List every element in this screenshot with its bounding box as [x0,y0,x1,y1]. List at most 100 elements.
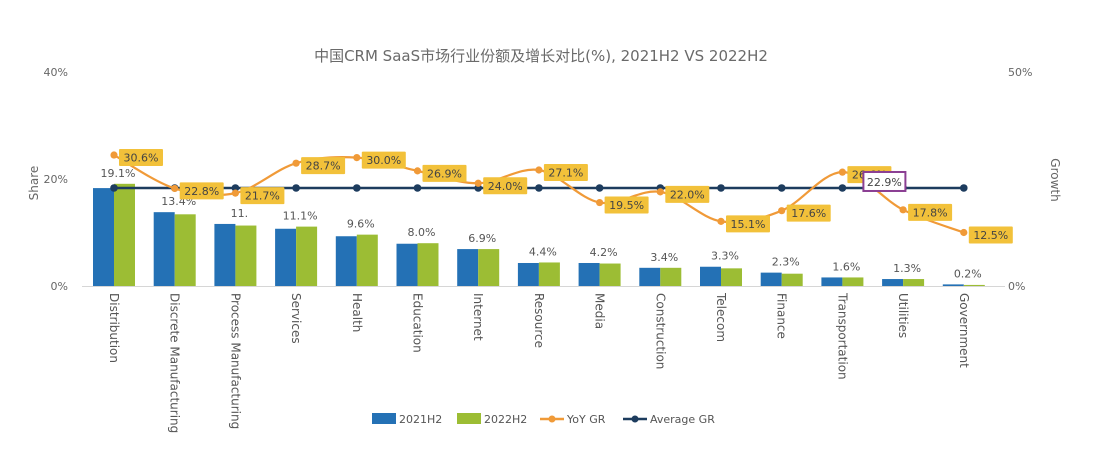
category-label: Finance [775,293,789,339]
category-label: Government [957,293,971,368]
bar-2022h2 [356,234,378,286]
growth-data-label: 30.0% [361,151,406,169]
yoy-gr-point [292,159,300,167]
bar-2022h2 [781,273,803,286]
average-gr-point [413,184,422,192]
category-label: Utilities [896,293,910,338]
right-axis-title: Growth [1048,158,1062,201]
bar-2021h2 [214,223,236,286]
bar-2021h2 [517,262,539,286]
average-gr-point [110,184,118,192]
growth-labels: 30.6% 22.8% 21.7% 28.7% 30.0% 26.9% 24.0% 27.1%… [119,149,1013,244]
growth-label-text: 30.6% [124,152,159,165]
growth-label-box [726,215,770,233]
bar-2022h2 [599,263,621,286]
bar-2022h2 [114,183,135,286]
average-gr-point [535,184,543,192]
average-gr-point [292,184,300,192]
legend-swatch [372,413,396,424]
category-label: Education [411,293,425,353]
yoy-gr-point [231,189,239,197]
growth-data-label: 28.7% [301,157,346,175]
average-gr-series [110,184,968,192]
growth-data-label: 21.7% [240,187,285,205]
yoy-gr-point [353,154,361,162]
right-axis-ticks: 0% 50% [1008,66,1032,293]
growth-label-text: 17.6% [791,207,826,220]
chart-title: 中国CRM SaaS市场行业份额及增长对比(%), 2021H2 VS 2022… [314,47,768,65]
yoy-gr-point [656,188,664,196]
average-gr-point [717,184,725,192]
bar-2021h2 [153,212,175,286]
growth-data-label: 19.5% [604,196,649,214]
average-gr-point [231,184,240,192]
growth-data-label: 22.8% [179,182,224,200]
bar-2021h2 [335,236,357,286]
bar-2022h2 [538,262,560,286]
share-data-label: 4.2% [590,246,618,259]
yoy-gr-point [717,217,725,225]
legend-item: YoY GR [540,413,606,426]
legend-item: 2021H2 [372,413,442,426]
bar-2022h2 [903,279,925,286]
growth-data-label: 15.1% [726,215,770,233]
legend-marker [548,415,556,423]
left-axis-title: Share [27,166,41,201]
legend-label: 2022H2 [484,413,527,426]
legend-swatch [457,413,481,424]
average-gr-point [838,184,847,192]
share-data-label: 8.0% [408,226,436,239]
growth-label-text: 21.7% [245,190,280,203]
category-label: Telecom [714,292,728,342]
growth-data-label: 12.5% [968,226,1013,244]
growth-data-label: 22.0% [665,185,710,203]
category-label: Resource [532,293,546,348]
yoy-gr-point [899,206,907,214]
legend-item: 2022H2 [457,413,527,426]
left-axis-ticks: 0% 20% 40% [44,66,68,293]
bar-2022h2 [296,226,318,286]
share-data-label: 3.4% [650,251,678,264]
share-data-label: 6.9% [468,232,496,245]
category-label: Discrete Manufacturing [168,293,182,433]
yoy-gr-point [413,167,422,175]
bar-series [93,183,985,286]
growth-label-box [908,203,953,221]
legend-label: 2021H2 [399,413,442,426]
growth-label-text: 22.8% [184,185,219,198]
average-gr-point [960,184,968,192]
bar-2021h2 [457,249,479,286]
category-label: Media [593,293,607,329]
share-labels: 19.1%13.4%11. 11.1%9.6%8.0% 6.9%4.4% 4.2% 3.… [101,167,982,281]
growth-label-box [179,182,224,200]
share-data-label: 11.1% [283,210,318,223]
left-tick-label: 0% [51,280,68,293]
right-tick-label: 0% [1008,280,1025,293]
yoy-gr-point [778,207,786,215]
bar-2021h2 [700,266,721,286]
growth-label-box [422,164,467,182]
growth-label-text: 19.5% [609,199,644,212]
yoy-gr-point [838,168,847,176]
bar-2022h2 [417,243,439,286]
average-label-text: 22.9% [867,176,902,189]
growth-label-text: 17.8% [913,206,948,219]
growth-label-text: 27.1% [548,167,583,180]
growth-label-box [361,151,406,169]
growth-label-text: 22.0% [670,188,705,201]
share-data-label: 19.1% [101,167,136,180]
bar-2021h2 [93,188,114,286]
yoy-gr-point [535,166,543,174]
bar-2021h2 [821,277,843,286]
bar-2021h2 [942,284,964,286]
growth-data-label: 17.8% [908,203,953,221]
share-data-label: 11. [231,207,249,220]
category-label: Transportation [835,292,849,380]
average-gr-label: 22.9% [862,170,907,192]
share-data-label: 1.3% [893,262,921,275]
category-label: Health [350,293,364,332]
bar-2022h2 [660,267,682,286]
average-gr-point [353,184,361,192]
